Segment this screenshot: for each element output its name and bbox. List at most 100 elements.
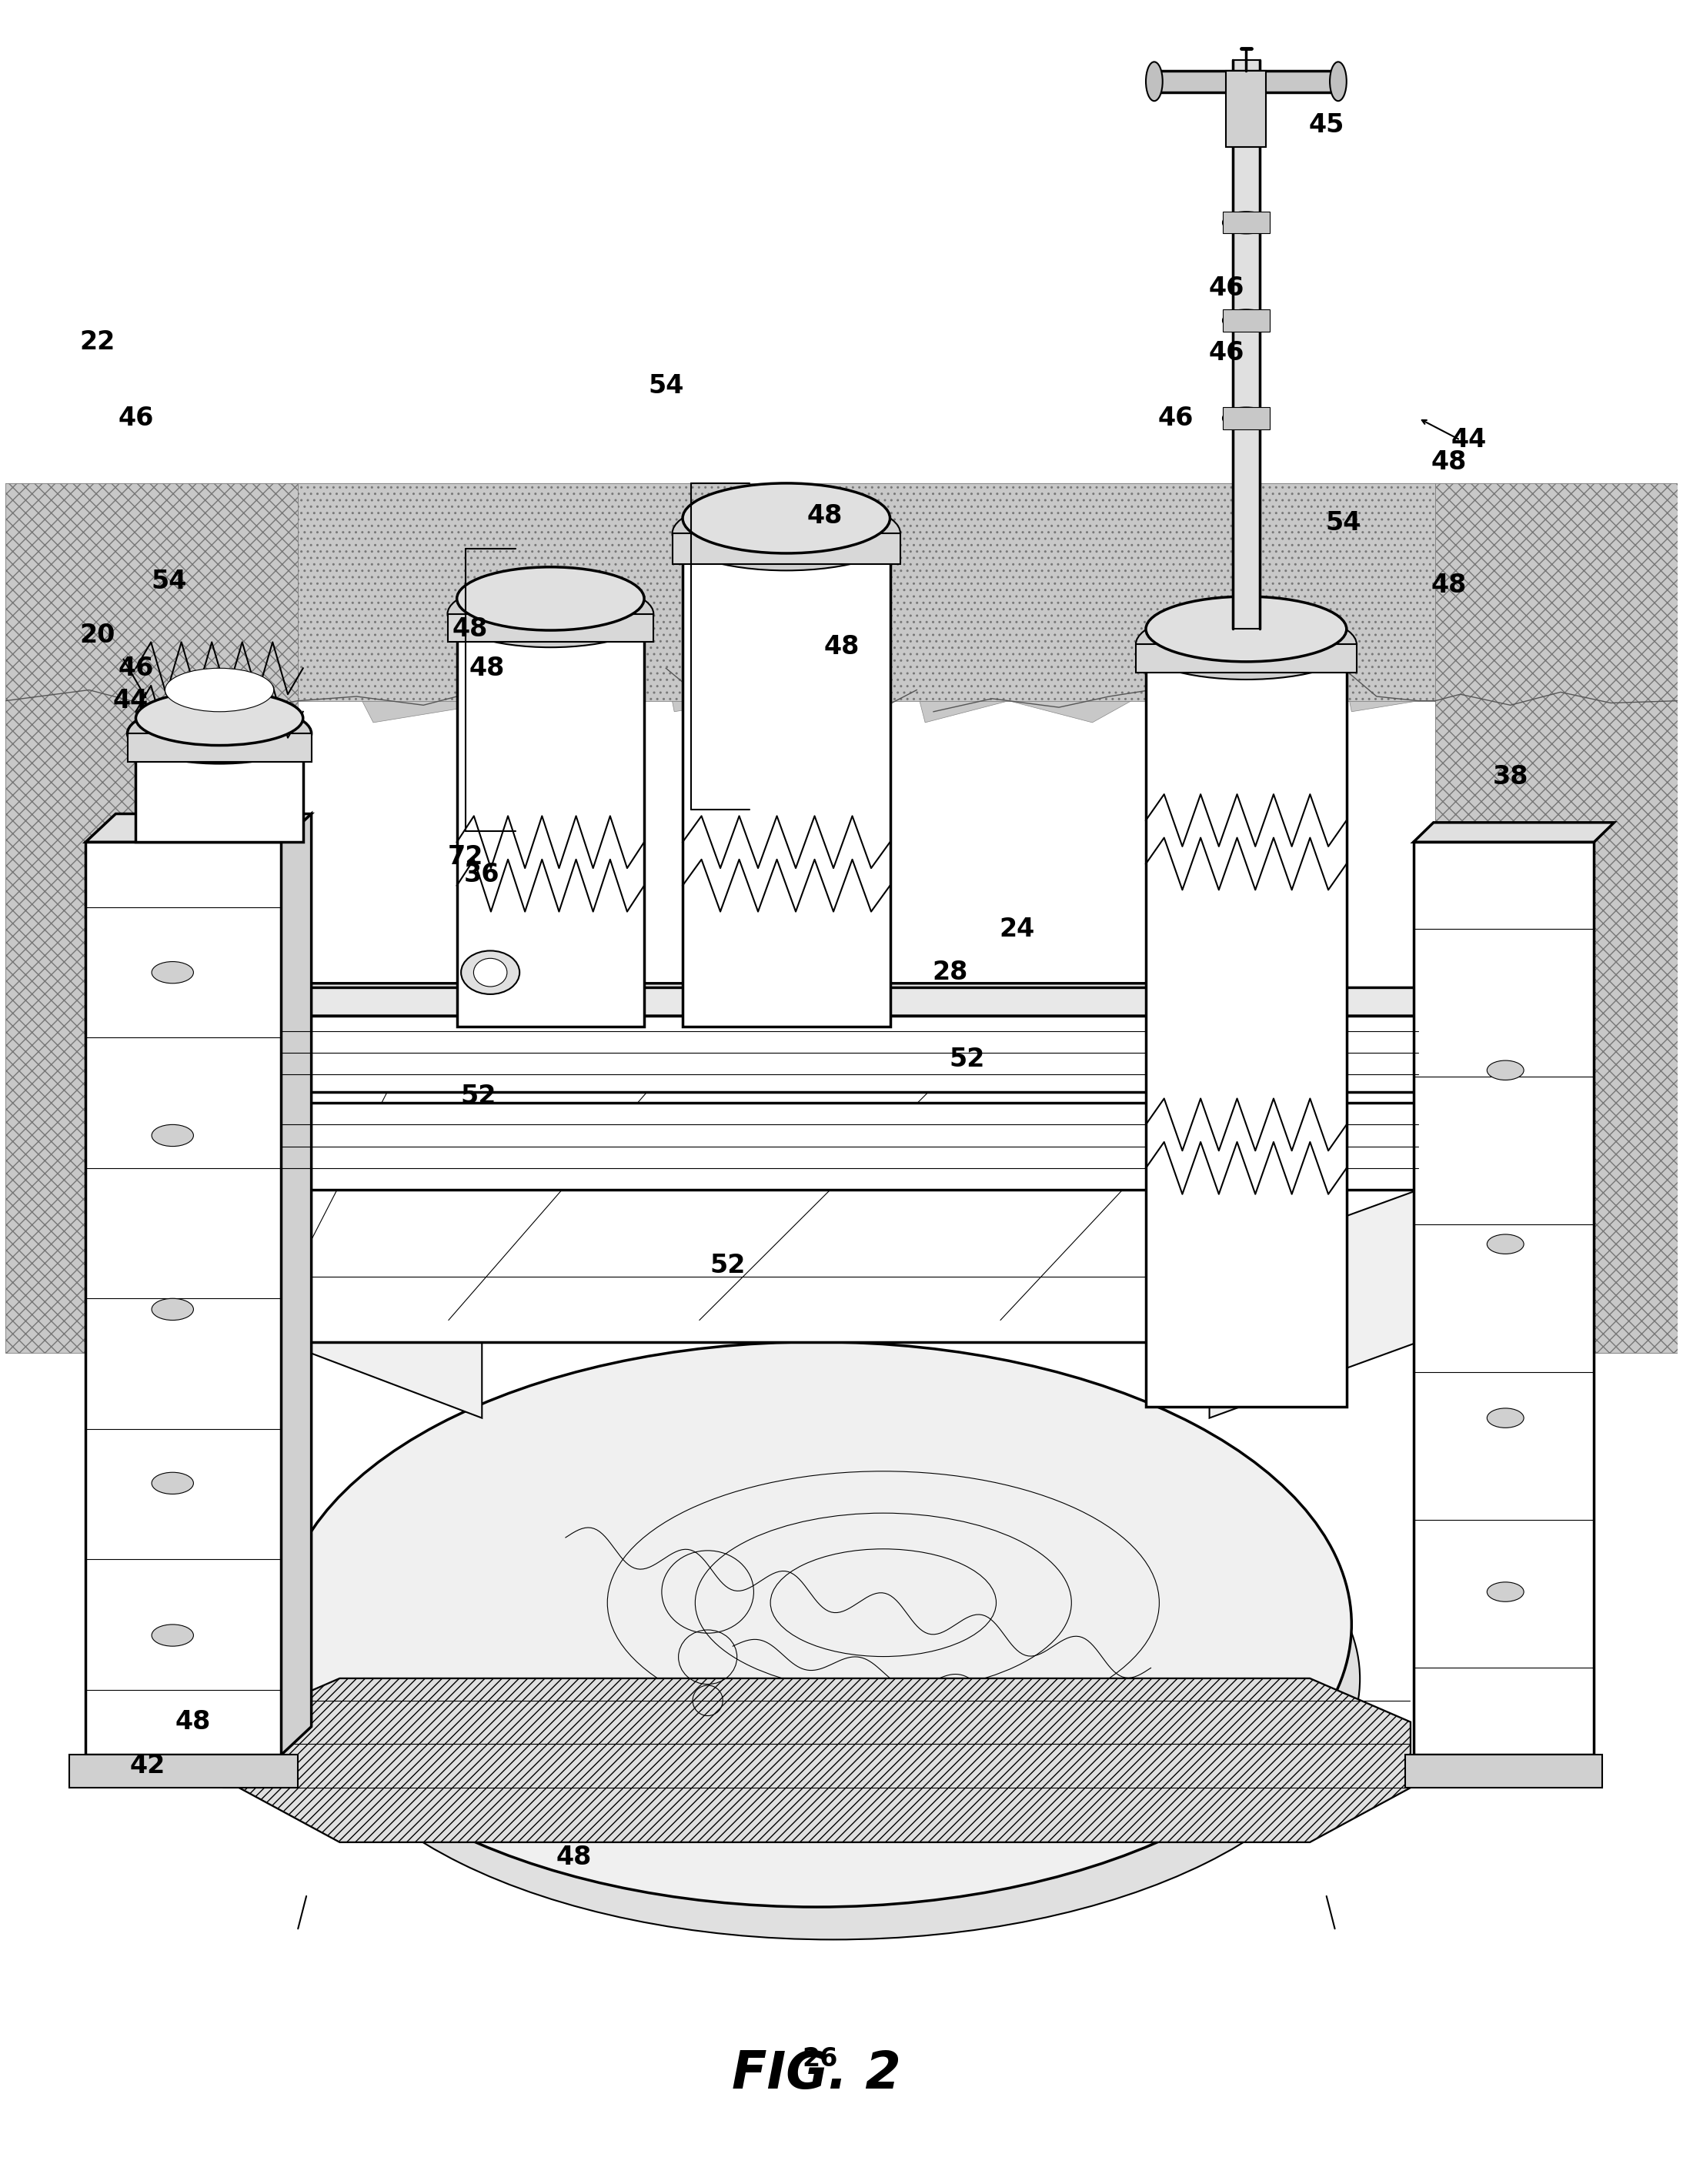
Polygon shape xyxy=(197,983,1318,1026)
Ellipse shape xyxy=(1224,212,1269,234)
Ellipse shape xyxy=(1488,1581,1523,1601)
Polygon shape xyxy=(1227,70,1266,146)
Polygon shape xyxy=(281,987,1449,1016)
Polygon shape xyxy=(1436,483,1678,1352)
Ellipse shape xyxy=(672,496,900,570)
Text: 48: 48 xyxy=(453,616,488,642)
Polygon shape xyxy=(672,533,900,563)
Text: 52: 52 xyxy=(461,1083,496,1109)
Text: 38: 38 xyxy=(1493,764,1528,791)
Ellipse shape xyxy=(1488,1061,1523,1081)
Ellipse shape xyxy=(473,959,507,987)
Ellipse shape xyxy=(461,950,520,994)
Text: 20: 20 xyxy=(79,622,114,649)
Text: 54: 54 xyxy=(151,568,187,594)
Polygon shape xyxy=(448,614,653,642)
Text: 46: 46 xyxy=(118,406,153,430)
Ellipse shape xyxy=(151,961,194,983)
Text: 22: 22 xyxy=(79,330,114,356)
Polygon shape xyxy=(1224,212,1269,234)
Polygon shape xyxy=(1419,1075,1449,1190)
Ellipse shape xyxy=(683,483,890,553)
Polygon shape xyxy=(197,1026,1276,1341)
Polygon shape xyxy=(456,625,645,1026)
Text: 54: 54 xyxy=(1325,509,1362,535)
Polygon shape xyxy=(1210,1190,1419,1417)
Text: 54: 54 xyxy=(648,373,683,397)
Text: 45: 45 xyxy=(1309,111,1345,138)
Polygon shape xyxy=(1419,987,1449,1092)
Ellipse shape xyxy=(1488,1409,1523,1428)
Polygon shape xyxy=(1405,1756,1602,1787)
Ellipse shape xyxy=(165,668,274,712)
Ellipse shape xyxy=(151,1125,194,1147)
Text: 48: 48 xyxy=(823,633,860,660)
Polygon shape xyxy=(683,548,890,1026)
Polygon shape xyxy=(1234,59,1259,629)
Polygon shape xyxy=(197,1330,281,1527)
Polygon shape xyxy=(281,1103,1419,1190)
Text: 48: 48 xyxy=(555,1843,592,1870)
Polygon shape xyxy=(86,815,311,843)
Ellipse shape xyxy=(1136,609,1356,679)
Ellipse shape xyxy=(151,1625,194,1647)
Text: 52: 52 xyxy=(949,1046,985,1072)
Ellipse shape xyxy=(448,581,653,646)
Polygon shape xyxy=(1436,701,1678,1352)
Polygon shape xyxy=(1136,644,1356,673)
Text: 24: 24 xyxy=(1000,917,1035,941)
Ellipse shape xyxy=(151,1472,194,1494)
Ellipse shape xyxy=(1146,61,1163,100)
Polygon shape xyxy=(1155,70,1338,92)
Ellipse shape xyxy=(128,703,311,762)
Text: 46: 46 xyxy=(1208,275,1244,301)
Ellipse shape xyxy=(1488,1234,1523,1254)
Polygon shape xyxy=(1146,657,1346,1406)
Text: 52: 52 xyxy=(710,1254,746,1278)
Ellipse shape xyxy=(306,1417,1360,1939)
Polygon shape xyxy=(86,843,281,1756)
Text: 46: 46 xyxy=(1158,406,1193,430)
Polygon shape xyxy=(298,483,1436,701)
Polygon shape xyxy=(1414,843,1594,1756)
Text: 44: 44 xyxy=(1451,428,1486,452)
Polygon shape xyxy=(1419,1330,1501,1527)
Polygon shape xyxy=(5,701,298,1352)
Ellipse shape xyxy=(136,690,303,745)
Polygon shape xyxy=(1224,408,1269,428)
Polygon shape xyxy=(1414,823,1614,843)
Polygon shape xyxy=(239,1679,1410,1841)
Ellipse shape xyxy=(151,1299,194,1319)
Text: 48: 48 xyxy=(175,1710,210,1734)
Polygon shape xyxy=(281,1016,1419,1092)
Polygon shape xyxy=(136,745,303,843)
Polygon shape xyxy=(1224,310,1269,332)
Text: 72: 72 xyxy=(448,845,483,869)
Ellipse shape xyxy=(456,568,645,631)
Polygon shape xyxy=(239,1679,1410,1841)
Text: 42: 42 xyxy=(130,1754,165,1778)
Ellipse shape xyxy=(1146,596,1346,662)
Ellipse shape xyxy=(1224,310,1269,332)
Polygon shape xyxy=(5,483,298,1352)
Text: 48: 48 xyxy=(470,655,505,681)
Text: 48: 48 xyxy=(1431,450,1466,474)
Polygon shape xyxy=(281,815,311,1756)
Text: FIG. 2: FIG. 2 xyxy=(732,2049,900,2099)
Polygon shape xyxy=(69,1756,298,1787)
Text: 44: 44 xyxy=(113,688,148,714)
Text: 48: 48 xyxy=(806,502,843,529)
Text: 48: 48 xyxy=(1431,572,1466,598)
Text: 36: 36 xyxy=(465,863,500,887)
Ellipse shape xyxy=(1224,408,1269,428)
Text: 26: 26 xyxy=(801,2046,838,2073)
Ellipse shape xyxy=(281,1341,1351,1907)
Text: 46: 46 xyxy=(118,655,153,681)
Text: 28: 28 xyxy=(932,959,968,985)
Text: 46: 46 xyxy=(1208,341,1244,365)
Polygon shape xyxy=(281,1190,481,1417)
Polygon shape xyxy=(1276,983,1318,1341)
Polygon shape xyxy=(5,483,1678,723)
Polygon shape xyxy=(128,734,311,762)
Ellipse shape xyxy=(1330,61,1346,100)
